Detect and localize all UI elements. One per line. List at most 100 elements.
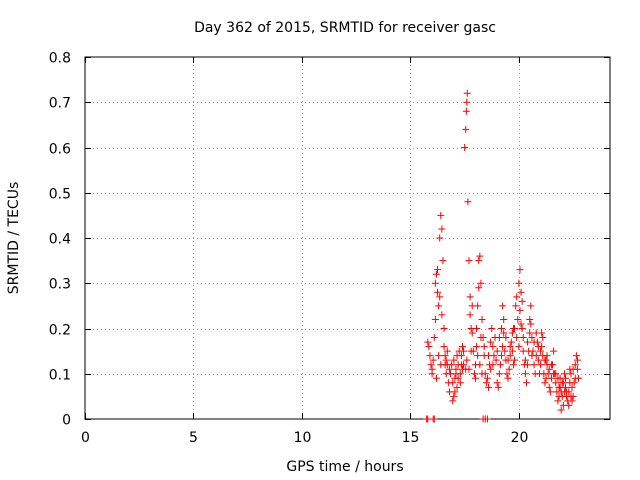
data-point [454, 374, 462, 382]
data-point [458, 343, 466, 351]
data-point [425, 343, 433, 351]
y-axis-label: SRMTID / TECUs [6, 182, 22, 295]
data-point [513, 293, 521, 301]
data-point [467, 347, 475, 355]
data-point [500, 329, 508, 337]
x-axis-label: GPS time / hours [286, 459, 403, 475]
x-tick-label: 20 [511, 430, 529, 446]
data-point [530, 361, 538, 369]
data-point [476, 252, 484, 260]
data-point [478, 370, 486, 378]
data-point [506, 352, 514, 360]
data-point [543, 352, 551, 360]
data-point [545, 383, 553, 391]
data-point [435, 352, 443, 360]
data-point [463, 89, 471, 97]
data-point [487, 338, 495, 346]
data-point [450, 392, 458, 400]
data-point [478, 315, 486, 323]
data-point [464, 198, 472, 206]
data-point [483, 415, 491, 423]
data-point [515, 343, 523, 351]
data-point [432, 270, 440, 278]
data-point [474, 352, 482, 360]
data-point [542, 356, 550, 364]
data-point [514, 315, 522, 323]
data-point [509, 325, 517, 332]
data-point [568, 383, 576, 391]
x-tick-label: 5 [189, 430, 198, 446]
data-point [470, 370, 478, 378]
data-point [438, 311, 446, 319]
data-point [437, 361, 445, 369]
data-point [537, 347, 545, 355]
data-point [517, 288, 525, 296]
data-point [530, 338, 538, 346]
data-point [473, 325, 481, 332]
data-point [477, 334, 485, 342]
data-point [493, 379, 501, 387]
data-point [468, 329, 476, 337]
data-point [449, 379, 457, 387]
data-point [571, 374, 579, 382]
data-point [555, 392, 563, 400]
data-point [508, 329, 516, 337]
data-point [435, 302, 443, 310]
data-point [492, 356, 500, 364]
data-point [476, 361, 484, 369]
y-tick-label: 0.7 [49, 96, 71, 112]
data-point [441, 352, 449, 360]
data-point [534, 343, 542, 351]
data-point [430, 415, 438, 423]
data-point [499, 302, 507, 310]
y-tick-label: 0.6 [49, 142, 71, 158]
data-point [485, 352, 493, 360]
data-point [466, 311, 474, 319]
data-point [465, 257, 473, 265]
data-point [560, 370, 568, 378]
data-point [518, 297, 526, 305]
data-point [473, 343, 481, 351]
data-point [434, 288, 442, 296]
data-point [431, 315, 439, 323]
data-point [507, 338, 515, 346]
data-point [526, 329, 534, 337]
data-point [436, 234, 444, 242]
data-point [440, 325, 448, 332]
y-tick-label: 0.3 [49, 277, 71, 293]
data-point [498, 352, 506, 360]
data-point [566, 365, 574, 373]
data-point [488, 325, 496, 332]
data-point [519, 334, 527, 342]
y-tick-label: 0.2 [49, 323, 71, 339]
data-point [509, 361, 517, 369]
data-point [552, 379, 560, 387]
data-point [556, 383, 564, 391]
data-point [513, 334, 521, 342]
x-tick-label: 10 [294, 430, 312, 446]
data-point [557, 406, 565, 414]
data-point [498, 325, 506, 332]
data-point [457, 361, 465, 369]
data-point [443, 361, 451, 369]
y-tick-label: 0.4 [49, 232, 71, 248]
data-point [529, 347, 537, 355]
data-point [461, 144, 469, 151]
x-tick-label: 15 [402, 430, 420, 446]
data-point [502, 334, 510, 342]
data-point [517, 320, 525, 328]
data-point [572, 352, 580, 360]
data-point [567, 392, 575, 400]
data-point [495, 370, 503, 378]
data-point [477, 279, 485, 287]
data-point [537, 361, 545, 369]
data-point [432, 374, 440, 382]
data-point [452, 370, 460, 378]
data-point [475, 257, 483, 265]
data-point [462, 365, 470, 373]
data-point [545, 365, 553, 373]
data-point [547, 361, 555, 369]
data-point [526, 315, 534, 323]
data-point [524, 361, 532, 369]
